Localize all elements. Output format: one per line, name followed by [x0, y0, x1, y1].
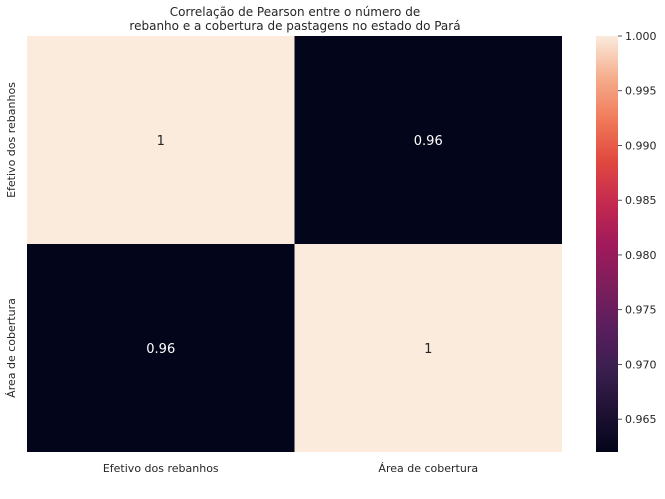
heatmap-cell	[294, 36, 562, 244]
heatmap-cells: 1 0.96 0.96 1	[27, 36, 562, 452]
colorbar-ticks: 0.965 0.970 0.975 0.980 0.985 0.990 0.995 1.000	[618, 30, 657, 426]
colorbar	[596, 36, 618, 452]
colorbar-tick-label: 0.995	[625, 85, 657, 98]
colorbar-tick-label: 0.980	[625, 249, 657, 262]
chart-title-line-1: Correlação de Pearson entre o número de	[170, 5, 420, 19]
colorbar-tick-label: 0.970	[625, 358, 657, 371]
colorbar-tick-label: 0.965	[625, 413, 657, 426]
x-axis-ticks: Efetivo dos rebanhos Área de cobertura	[103, 462, 478, 475]
colorbar-tick-label: 0.990	[625, 139, 657, 152]
colorbar-tick-label: 1.000	[625, 30, 657, 43]
cell-annotation: 1	[157, 134, 165, 149]
y-tick-label: Área de cobertura	[5, 298, 18, 398]
cell-annotation: 0.96	[146, 342, 175, 357]
x-tick-label: Área de cobertura	[378, 462, 478, 475]
heatmap-cell	[294, 244, 562, 452]
colorbar-tick-label: 0.985	[625, 194, 657, 207]
colorbar-tick-label: 0.975	[625, 304, 657, 317]
x-tick-label: Efetivo dos rebanhos	[103, 462, 219, 475]
cell-annotation: 0.96	[414, 134, 443, 149]
y-tick-label: Efetivo dos rebanhos	[5, 82, 18, 198]
heatmap-cell	[27, 244, 295, 452]
chart-title: Correlação de Pearson entre o número de …	[129, 5, 460, 33]
y-axis-ticks: Efetivo dos rebanhos Área de cobertura	[5, 82, 18, 398]
cell-annotation: 1	[424, 342, 432, 357]
chart-title-line-2: rebanho e a cobertura de pastagens no es…	[129, 19, 460, 33]
heatmap-cell	[27, 36, 295, 244]
